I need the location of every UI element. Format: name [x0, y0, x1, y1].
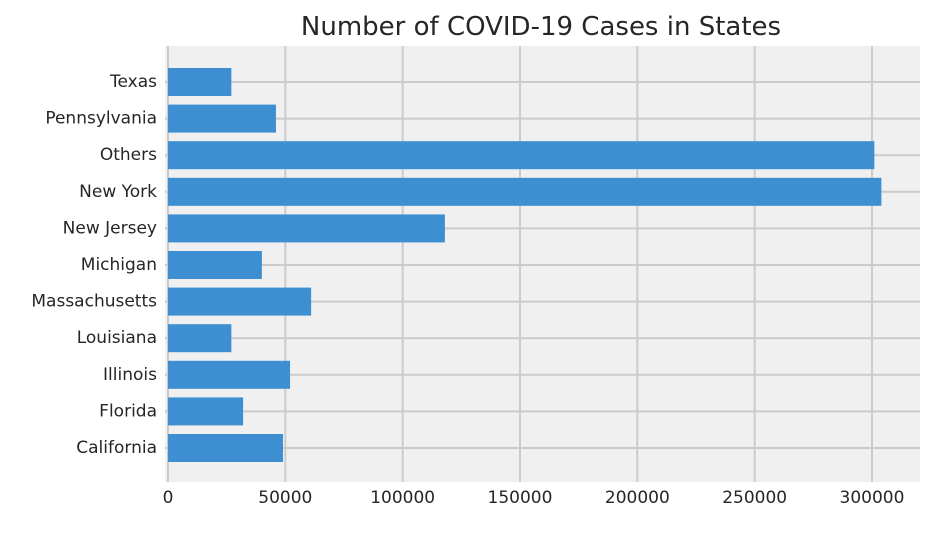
bar-massachusetts: [168, 287, 312, 316]
x-tick-label: 250000: [722, 488, 787, 508]
x-tick-label: 300000: [840, 488, 905, 508]
y-tick-label: Others: [100, 145, 157, 165]
x-tick-label: 50000: [258, 488, 312, 508]
bars: [168, 68, 882, 462]
chart-title: Number of COVID-19 Cases in States: [301, 12, 781, 42]
bar-michigan: [168, 251, 262, 279]
bar-new-jersey: [168, 214, 445, 243]
y-tick-label: Illinois: [103, 365, 157, 385]
bar-illinois: [168, 360, 291, 389]
y-tick-label: Pennsylvania: [45, 109, 157, 129]
x-tick-label: 100000: [370, 488, 435, 508]
bar-florida: [168, 397, 244, 426]
bar-others: [168, 141, 875, 170]
x-tick-label: 0: [163, 488, 174, 508]
y-tick-label: Massachusetts: [31, 292, 157, 312]
x-tick-label: 200000: [605, 488, 670, 508]
bar-louisiana: [168, 324, 232, 353]
y-tick-label: California: [76, 438, 157, 458]
x-tick-label: 150000: [488, 488, 553, 508]
bar-new-york: [168, 177, 882, 206]
y-tick-label: Florida: [99, 401, 157, 421]
bar-california: [168, 434, 283, 462]
bar-pennsylvania: [168, 104, 276, 133]
y-tick-label: Louisiana: [77, 328, 157, 348]
bar-texas: [168, 68, 232, 96]
y-tick-label: New Jersey: [63, 218, 157, 238]
y-tick-label: New York: [79, 182, 157, 202]
y-tick-label: Texas: [109, 72, 157, 92]
y-tick-labels: California Florida Illinois Louisiana Massac…: [31, 72, 157, 458]
x-tick-labels: 0 50000 100000 150000 200000 250000 300000: [163, 488, 905, 508]
y-tick-label: Michigan: [81, 255, 157, 275]
